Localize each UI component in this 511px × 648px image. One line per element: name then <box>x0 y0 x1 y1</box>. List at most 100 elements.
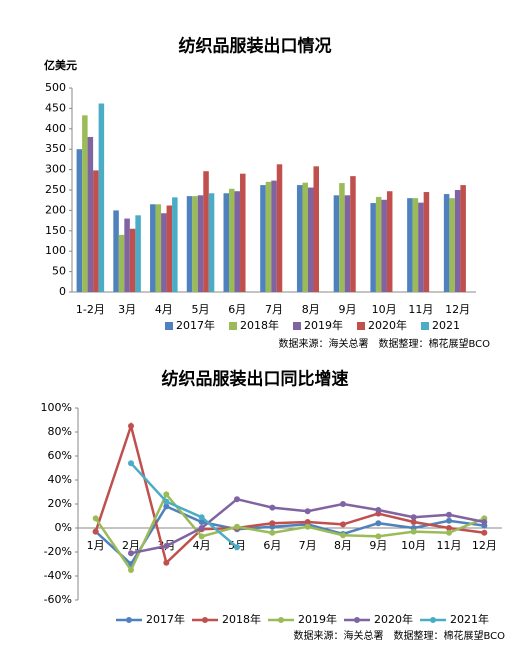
y-tick-label: 350 <box>45 142 66 155</box>
y-tick-label: 450 <box>45 101 66 114</box>
series-line <box>94 421 485 566</box>
bar <box>186 196 193 292</box>
bar <box>223 193 230 292</box>
bar <box>307 187 314 292</box>
x-tick-label: 1月 <box>87 539 105 552</box>
legend-label: 2018年 <box>222 612 261 626</box>
bar <box>166 205 173 292</box>
legend-swatch <box>229 322 237 330</box>
bar <box>265 181 272 292</box>
legend-label: 2017年 <box>176 318 215 332</box>
bar <box>449 198 455 292</box>
x-tick-label: 8月 <box>302 303 320 316</box>
legend-label: 2019年 <box>298 612 337 626</box>
x-tick-label: 1-2月 <box>76 303 105 316</box>
y-tick-label: 0% <box>55 521 72 534</box>
x-tick-label: 4月 <box>155 303 173 316</box>
y-tick-label: 20% <box>48 497 72 510</box>
bar <box>333 195 340 292</box>
x-tick-label: 9月 <box>338 303 356 316</box>
point <box>198 533 205 540</box>
legend-label: 2021 <box>432 319 460 332</box>
chart-title: 纺织品服装出口同比增速 <box>162 369 349 390</box>
point <box>269 504 276 511</box>
legend-swatch <box>357 322 365 330</box>
point <box>410 519 417 525</box>
legend-swatch <box>165 322 173 330</box>
point <box>92 515 99 522</box>
point <box>481 519 488 525</box>
source-note: 数据来源：海关总署 数据整理：棉花展望BCO <box>293 629 505 642</box>
bar <box>113 210 119 292</box>
point <box>163 503 170 510</box>
bar <box>118 234 125 292</box>
source-note: 数据来源：海关总署 数据整理：棉花展望BCO <box>278 337 490 350</box>
bar <box>276 164 283 292</box>
legend-swatch <box>421 322 429 330</box>
bar <box>192 196 198 292</box>
point <box>375 520 382 527</box>
bar <box>418 202 424 292</box>
bar <box>150 204 156 292</box>
point <box>340 521 346 528</box>
series-line <box>130 462 238 549</box>
y-tick-label: 60% <box>48 449 72 462</box>
y-tick-label: -40% <box>44 569 72 582</box>
point <box>269 520 276 527</box>
legend-marker <box>430 617 436 623</box>
x-tick-label: 6月 <box>228 303 246 316</box>
bar <box>260 185 266 292</box>
legend-marker <box>126 617 132 623</box>
legend-marker <box>202 617 208 623</box>
y-tick-label: 150 <box>45 224 66 237</box>
bar <box>124 218 130 292</box>
x-tick-label: 4月 <box>193 539 211 552</box>
series-line <box>94 492 485 573</box>
y-tick-label: 40% <box>48 473 72 486</box>
y-tick-label: 300 <box>45 163 66 176</box>
bar <box>155 204 162 292</box>
bar <box>375 196 382 292</box>
point <box>128 423 134 429</box>
point <box>340 532 346 539</box>
bar <box>197 195 204 292</box>
x-tick-label: 7月 <box>299 539 317 552</box>
point <box>446 517 452 524</box>
point <box>163 491 170 498</box>
legend-label: 2019年 <box>304 318 343 332</box>
legend-label: 2018年 <box>240 318 279 332</box>
point <box>269 529 276 536</box>
point <box>446 511 452 518</box>
point <box>234 496 240 503</box>
point <box>304 508 311 515</box>
point <box>128 567 134 573</box>
bar <box>443 194 450 292</box>
x-tick-label: 12月 <box>445 303 470 316</box>
point <box>481 529 488 536</box>
y-tick-label: 100 <box>45 244 66 257</box>
point <box>163 559 170 566</box>
point <box>198 525 205 531</box>
bar <box>344 195 351 292</box>
chart-title: 纺织品服装出口情况 <box>179 36 332 57</box>
legend-label: 2020年 <box>374 612 413 626</box>
point <box>304 523 311 530</box>
x-tick-label: 3月 <box>118 303 136 316</box>
bar <box>302 182 308 292</box>
legend-label: 2021年 <box>450 612 489 626</box>
y-tick-label: 50 <box>52 265 66 278</box>
point <box>163 543 170 549</box>
bar <box>271 180 277 292</box>
x-tick-label: 11月 <box>408 303 433 316</box>
bar <box>98 103 105 292</box>
bar <box>87 136 94 292</box>
point <box>340 501 346 507</box>
y-tick-label: 250 <box>45 183 66 196</box>
y-tick-label: 80% <box>48 425 72 438</box>
legend-label: 2017年 <box>146 612 185 626</box>
y-tick-label: 200 <box>45 203 66 216</box>
bar <box>350 176 356 292</box>
bar <box>381 199 387 292</box>
bar <box>203 171 209 292</box>
